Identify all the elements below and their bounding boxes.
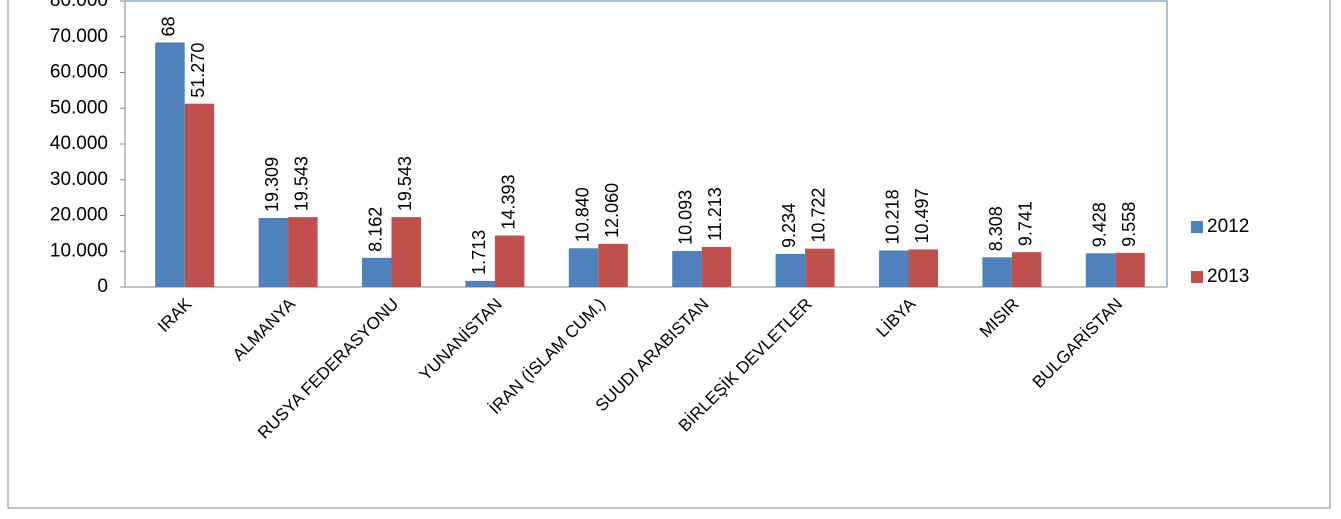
y-tick-label: 80.000 <box>50 0 108 11</box>
value-label: 9.741 <box>1015 201 1035 246</box>
value-label: 1.713 <box>469 230 489 275</box>
bar <box>775 253 806 287</box>
value-label: 10.497 <box>912 188 932 243</box>
y-tick-label: 70.000 <box>50 26 108 47</box>
y-tick-label: 50.000 <box>50 97 108 118</box>
x-tick-label: BULGARİSTAN <box>1029 294 1126 391</box>
bar <box>879 250 909 287</box>
bar <box>805 248 835 287</box>
value-label: 68 <box>159 16 179 36</box>
bar <box>465 280 495 287</box>
x-tick-label: IRAK <box>154 294 196 336</box>
bar <box>391 217 421 287</box>
value-label: 19.309 <box>262 157 282 212</box>
bar <box>982 257 1012 287</box>
value-label: 19.543 <box>395 156 415 211</box>
chart-border <box>7 0 1331 509</box>
legend-swatch <box>1191 271 1203 283</box>
bar <box>184 103 215 287</box>
x-tick-label: İRAN (İSLAM CUM.) <box>485 294 609 418</box>
value-label: 14.393 <box>498 174 518 229</box>
legend-swatch <box>1191 221 1203 233</box>
value-label: 12.060 <box>602 183 622 238</box>
value-label: 11.213 <box>705 187 725 241</box>
value-label: 8.308 <box>986 206 1006 251</box>
bar <box>568 248 599 287</box>
value-label: 19.543 <box>292 156 312 211</box>
y-tick-label: 20.000 <box>50 205 108 226</box>
x-tick-label: YUNANİSTAN <box>416 294 506 384</box>
value-label: 10.722 <box>809 188 829 243</box>
legend-label: 2012 <box>1207 216 1249 237</box>
bar <box>908 249 938 287</box>
legend-label: 2013 <box>1207 266 1249 287</box>
bar <box>258 217 289 287</box>
value-label: 9.558 <box>1119 202 1139 247</box>
value-label: 8.162 <box>366 207 386 252</box>
x-tick-label: MISIR <box>976 294 1023 341</box>
bar <box>494 235 525 287</box>
bar <box>1011 252 1042 287</box>
value-label: 51.270 <box>188 43 208 98</box>
value-label: 10.840 <box>572 187 592 242</box>
bar <box>598 243 628 287</box>
value-label: 10.093 <box>676 190 696 245</box>
y-tick-label: 60.000 <box>50 62 108 83</box>
y-tick-label: 10.000 <box>50 240 108 261</box>
y-tick-label: 30.000 <box>50 169 108 190</box>
x-tick-label: ALMANYA <box>229 294 299 364</box>
bar <box>362 257 392 287</box>
value-label: 10.218 <box>883 189 903 244</box>
bar <box>1085 253 1116 287</box>
bar <box>672 250 702 287</box>
bar <box>1115 252 1145 287</box>
bar <box>701 246 732 287</box>
y-tick-label: 0 <box>97 276 108 297</box>
x-tick-label: SUUDI ARABISTAN <box>592 294 713 415</box>
value-label: 9.234 <box>779 203 799 248</box>
bar <box>155 42 185 287</box>
bar <box>288 217 318 287</box>
value-label: 9.428 <box>1089 202 1109 247</box>
y-tick-label: 40.000 <box>50 133 108 154</box>
x-tick-label: LİBYA <box>873 294 920 341</box>
